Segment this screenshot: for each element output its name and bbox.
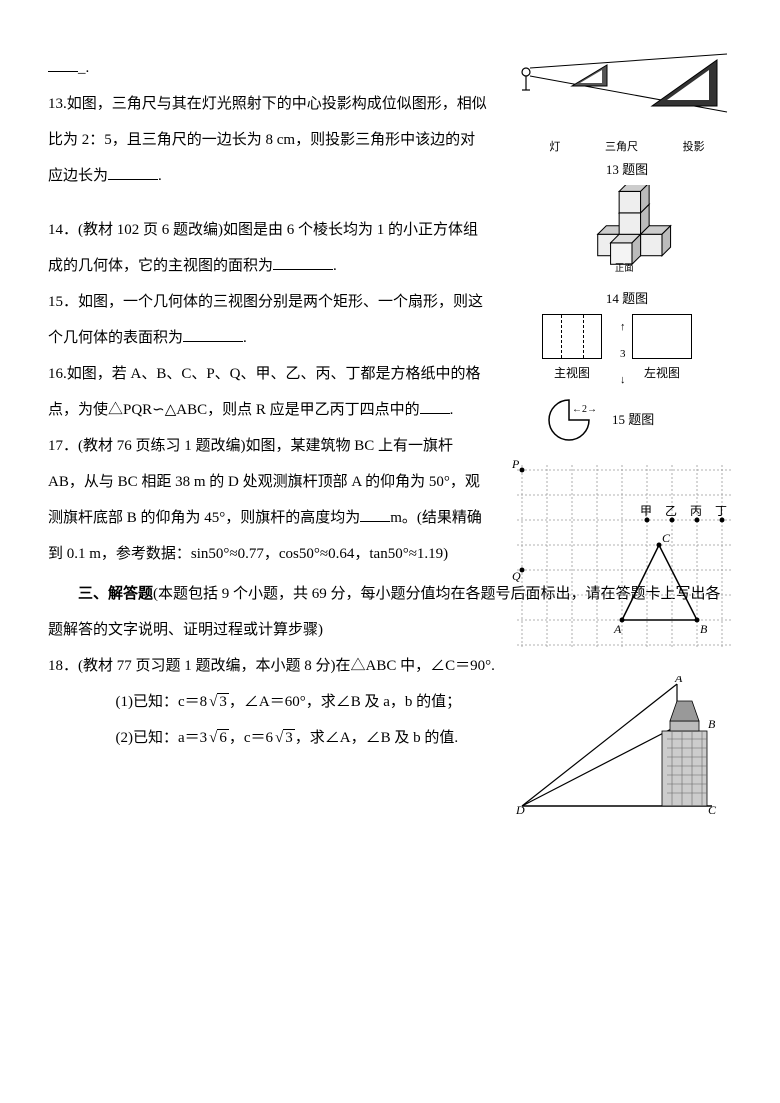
svg-text:甲: 甲 <box>640 504 652 518</box>
fig14-front-label: 正面 <box>615 263 634 274</box>
figure-17-building: A B C D <box>512 670 742 830</box>
svg-text:C: C <box>662 531 671 545</box>
svg-text:A: A <box>613 622 622 636</box>
main-view-label: 主视图 <box>554 359 590 388</box>
question-16: 16.如图，若 A、B、C、P、Q、甲、乙、丙、丁都是方格纸中的格点，为使△PQ… <box>48 356 488 428</box>
fig13-lamp-label: 灯 <box>549 134 560 160</box>
top-view-fan: ←2→ <box>542 396 597 444</box>
fig13-ruler-label: 三角尺 <box>605 134 638 160</box>
svg-text:D: D <box>515 803 525 816</box>
fig13-proj-label: 投影 <box>683 134 705 160</box>
svg-text:P: P <box>512 460 520 471</box>
figure-13: 灯 三角尺 投影 13 题图 <box>512 50 742 179</box>
figure-16-grid: P Q 甲 乙 丙 丁 A B C <box>512 450 742 664</box>
svg-text:B: B <box>708 717 716 731</box>
left-view-label: 左视图 <box>644 359 680 388</box>
q12-trailing: _. <box>48 50 488 86</box>
svg-text:A: A <box>674 676 683 685</box>
dim-3: 3 <box>620 341 626 367</box>
fig15-caption: 15 题图 <box>612 412 654 429</box>
svg-text:B: B <box>700 622 708 636</box>
svg-text:←2→: ←2→ <box>572 404 597 415</box>
svg-text:Q: Q <box>512 569 521 583</box>
main-view-rect <box>542 314 602 359</box>
question-14: 14．(教材 102 页 6 题改编)如图是由 6 个棱长均为 1 的小正方体组… <box>48 212 488 284</box>
left-view-rect <box>632 314 692 359</box>
figure-14: 正面 14 题图 <box>512 185 742 308</box>
fig14-caption: 14 题图 <box>512 291 742 308</box>
question-15: 15．如图，一个几何体的三视图分别是两个矩形、一个扇形，则这个几何体的表面积为. <box>48 284 488 356</box>
figure-15-views: 主视图 ↑ 3 ↓ 左视图 <box>512 314 742 444</box>
page-content: 灯 三角尺 投影 13 题图 <box>48 50 732 756</box>
fig13-caption: 13 题图 <box>512 162 742 179</box>
question-13: 13.如图，三角尺与其在灯光照射下的中心投影构成位似图形，相似比为 2：5，且三… <box>48 86 488 194</box>
svg-text:C: C <box>708 803 717 816</box>
svg-text:丁: 丁 <box>715 504 727 518</box>
svg-text:丙: 丙 <box>690 504 702 518</box>
question-17: 17．(教材 76 页练习 1 题改编)如图，某建筑物 BC 上有一旗杆 AB，… <box>48 428 488 572</box>
svg-text:乙: 乙 <box>665 504 677 518</box>
figures-column: 灯 三角尺 投影 13 题图 <box>512 50 742 836</box>
